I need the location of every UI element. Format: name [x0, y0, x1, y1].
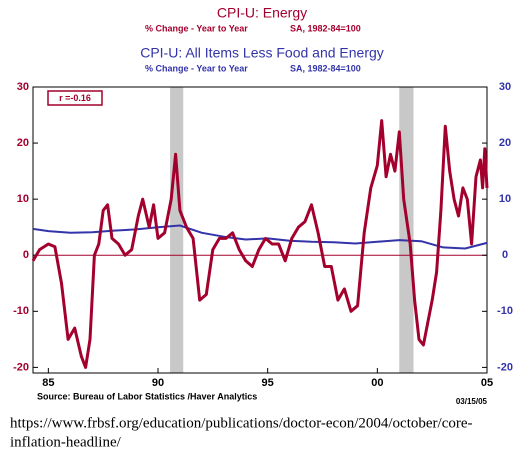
annotation-box: [47, 90, 103, 106]
y-tick-label: -20: [13, 361, 29, 373]
y-tick-label: -10: [13, 305, 29, 317]
y-tick-label: 30: [17, 81, 29, 93]
y2-tick-label: 30: [499, 81, 511, 93]
subtitle-2-note: SA, 1982-84=100: [290, 63, 361, 73]
y2-tick-label: 10: [499, 193, 511, 205]
y-tick-label: 0: [23, 249, 29, 261]
date-stamp: 03/15/05: [456, 397, 488, 406]
chart-title: CPI-U: Energy: [217, 5, 307, 21]
y-tick-label: 10: [17, 193, 29, 205]
recession-band: [399, 87, 414, 373]
recession-band: [170, 87, 184, 373]
x-tick-label: 05: [481, 377, 493, 389]
plot-area: -20 -10 0 10 20 30 -20 -10 0 10 20 30 85 90 95 00 05: [13, 81, 513, 389]
x-tick-label: 95: [262, 377, 274, 389]
x-tick-label: 85: [42, 377, 54, 389]
subtitle-2: % Change - Year to Year: [145, 63, 248, 73]
annotation: r =-0.16: [59, 93, 91, 103]
y2-tick-label: -10: [497, 305, 513, 317]
plot-frame: [32, 86, 488, 374]
url-line-1: https://www.frbsf.org/education/publicat…: [10, 415, 473, 431]
y2-tick-label: -20: [497, 361, 513, 373]
subtitle: % Change - Year to Year: [145, 23, 248, 33]
chart-title-2: CPI-U: All Items Less Food and Energy: [140, 45, 384, 61]
subtitle-note: SA, 1982-84=100: [290, 23, 361, 33]
series-line: [31, 119, 489, 369]
source: Source: Bureau of Labor Statistics /Have…: [37, 391, 257, 401]
x-tick-label: 00: [371, 377, 383, 389]
y-tick-label: 20: [17, 137, 29, 149]
url-line-2: inflation-headline/: [10, 434, 122, 450]
y2-tick-label: 20: [499, 137, 511, 149]
x-tick-label: 90: [152, 377, 164, 389]
y2-tick-label: 0: [502, 249, 508, 261]
